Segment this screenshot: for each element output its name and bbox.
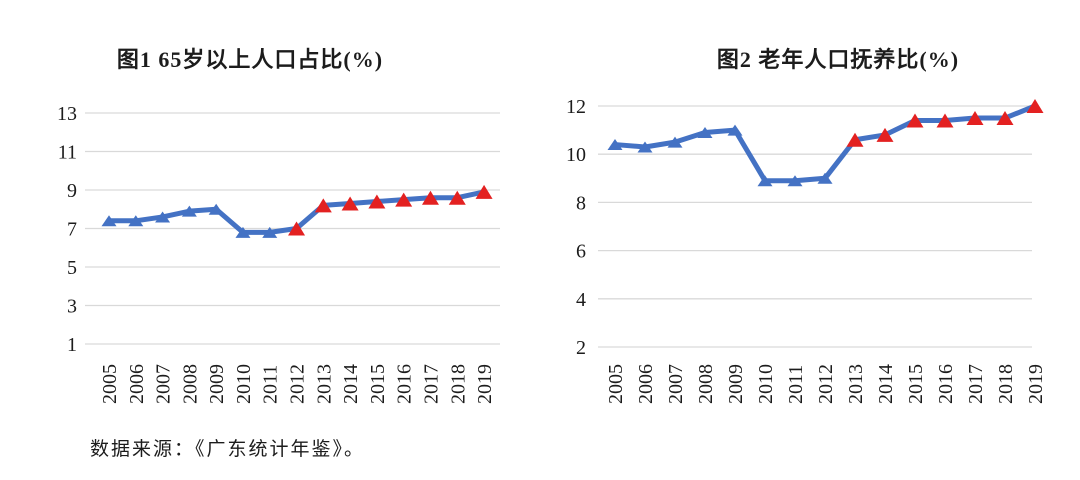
x-tick-label: 2014 bbox=[875, 364, 897, 404]
x-tick-label: 2018 bbox=[995, 364, 1017, 404]
marker-triangle-blue bbox=[128, 215, 144, 227]
x-tick-label: 2008 bbox=[695, 364, 717, 404]
marker-triangle-red bbox=[395, 192, 413, 207]
x-tick-label: 2019 bbox=[1025, 364, 1047, 404]
x-tick-label: 2011 bbox=[785, 365, 807, 404]
x-tick-label: 2006 bbox=[126, 364, 148, 404]
marker-triangle-red bbox=[368, 194, 386, 209]
marker-triangle-blue bbox=[817, 172, 833, 184]
marker-triangle-red bbox=[906, 113, 924, 128]
x-tick-label: 2005 bbox=[99, 364, 121, 404]
marker-triangle-blue bbox=[101, 215, 117, 227]
y-tick-label: 9 bbox=[67, 180, 77, 202]
y-tick-label: 2 bbox=[576, 337, 586, 359]
x-tick-label: 2015 bbox=[905, 364, 927, 404]
marker-triangle-red bbox=[341, 196, 359, 211]
chart-2-plot-area: 2 4 6 8 10 12 2005 2006 2007 2008 2009 2010 2011 2012… bbox=[566, 96, 1047, 404]
y-tick-label: 8 bbox=[576, 192, 586, 214]
x-tick-label: 2016 bbox=[935, 364, 957, 404]
x-tick-label: 2010 bbox=[755, 364, 777, 404]
y-tick-label: 7 bbox=[67, 219, 77, 241]
x-tick-label: 2016 bbox=[394, 364, 416, 404]
x-tick-label: 2012 bbox=[287, 364, 309, 404]
x-tick-label: 2011 bbox=[260, 365, 282, 404]
x-tick-label: 2005 bbox=[605, 364, 627, 404]
y-tick-label: 6 bbox=[576, 241, 586, 263]
y-tick-label: 10 bbox=[566, 144, 586, 166]
chart-2-title: 图2 老年人口抚养比(%) bbox=[716, 47, 960, 72]
x-tick-label: 2017 bbox=[420, 364, 442, 404]
x-tick-label: 2017 bbox=[965, 364, 987, 404]
marker-triangle-red bbox=[314, 198, 332, 213]
marker-triangle-blue bbox=[181, 205, 197, 217]
x-tick-label: 2015 bbox=[367, 364, 389, 404]
marker-triangle-red bbox=[475, 184, 493, 199]
marker-triangle-blue bbox=[697, 127, 713, 139]
marker-triangle-red bbox=[288, 221, 306, 236]
marker-triangle-red bbox=[966, 111, 984, 126]
marker-triangle-blue bbox=[155, 211, 171, 223]
marker-triangle-blue bbox=[208, 203, 224, 215]
y-tick-label: 11 bbox=[58, 142, 77, 164]
x-tick-label: 2012 bbox=[815, 364, 837, 404]
marker-triangle-red bbox=[876, 127, 894, 142]
x-tick-label: 2009 bbox=[725, 364, 747, 404]
x-tick-label: 2014 bbox=[340, 364, 362, 404]
x-tick-label: 2006 bbox=[635, 364, 657, 404]
x-tick-label: 2010 bbox=[233, 364, 255, 404]
marker-triangle-blue bbox=[262, 226, 278, 238]
marker-triangle-red bbox=[996, 111, 1014, 126]
y-tick-label: 3 bbox=[67, 296, 77, 318]
marker-triangle-red bbox=[936, 113, 954, 128]
x-tick-label: 2007 bbox=[153, 364, 175, 404]
marker-triangle-blue bbox=[727, 124, 743, 136]
chart-population-share-65plus: 图1 65岁以上人口占比(%) 1 3 5 7 9 11 13 2005 2006 2007 200… bbox=[57, 47, 500, 404]
marker-triangle-blue bbox=[667, 136, 683, 148]
marker-triangle-blue bbox=[637, 141, 653, 153]
x-tick-label: 2013 bbox=[845, 364, 867, 404]
marker-triangle-red bbox=[846, 132, 864, 147]
x-tick-label: 2007 bbox=[665, 364, 687, 404]
x-tick-label: 2019 bbox=[474, 364, 496, 404]
y-tick-label: 1 bbox=[67, 334, 77, 356]
y-tick-label: 13 bbox=[57, 103, 77, 125]
y-tick-label: 12 bbox=[566, 96, 586, 118]
y-tick-label: 4 bbox=[576, 289, 586, 311]
data-source-note: 数据来源：《广东统计年鉴》。 bbox=[90, 439, 366, 460]
x-tick-label: 2008 bbox=[179, 364, 201, 404]
y-tick-label: 5 bbox=[67, 257, 77, 279]
marker-triangle-blue bbox=[235, 226, 251, 238]
marker-triangle-blue bbox=[607, 139, 623, 151]
chart-1-title: 图1 65岁以上人口占比(%) bbox=[116, 47, 384, 72]
x-tick-label: 2013 bbox=[313, 364, 335, 404]
marker-triangle-red bbox=[421, 190, 439, 205]
x-tick-label: 2009 bbox=[206, 364, 228, 404]
marker-triangle-red bbox=[448, 190, 466, 205]
marker-triangle-blue bbox=[787, 175, 803, 187]
marker-triangle-red bbox=[1026, 99, 1044, 113]
marker-triangle-blue bbox=[757, 175, 773, 187]
x-tick-label: 2018 bbox=[447, 364, 469, 404]
chart-elderly-dependency-ratio: 图2 老年人口抚养比(%) 2 4 6 8 10 12 2005 2006 2007 2008 20… bbox=[540, 0, 1080, 480]
